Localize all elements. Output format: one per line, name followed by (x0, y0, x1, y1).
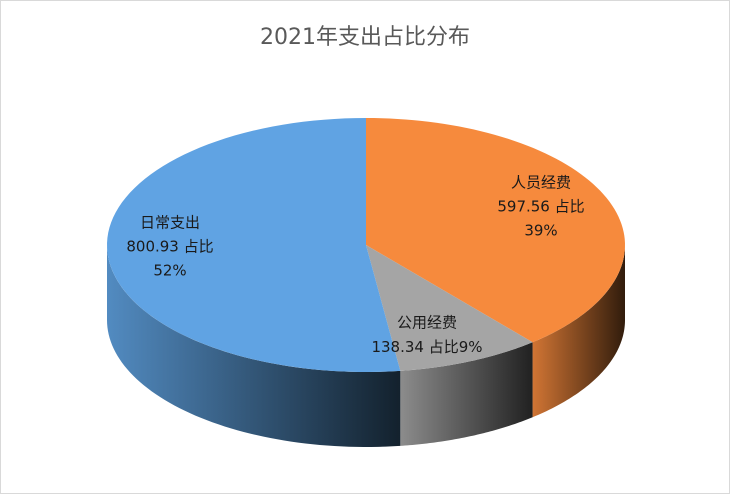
slice-label: 人员经费 (511, 174, 571, 192)
value-label: 597.56 占比 (497, 198, 584, 216)
chart-title: 2021年支出占比分布 (260, 25, 470, 50)
percent-label: 9% (459, 338, 483, 356)
slice (107, 118, 401, 372)
slice-side (400, 342, 533, 446)
value-text: 138.34 占比 (371, 338, 458, 356)
percent-label: 39% (524, 222, 557, 240)
slice-label: 日常支出 (140, 214, 200, 232)
value-label: 800.93 占比 (126, 238, 213, 256)
value-label: 138.34 占比9% (371, 338, 482, 356)
slice-side (532, 245, 625, 418)
slice-side (107, 245, 401, 447)
slice-label: 公用经费 (397, 314, 457, 332)
slice (366, 245, 533, 371)
slice (366, 118, 625, 343)
percent-label: 52% (153, 262, 186, 280)
